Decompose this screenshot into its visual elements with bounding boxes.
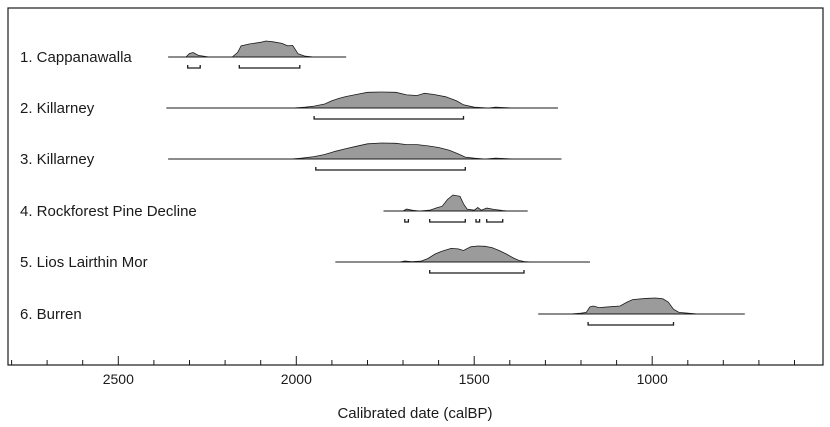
series-label: 3. Killarney <box>20 151 95 168</box>
x-tick-label: 1000 <box>637 371 668 387</box>
probability-distribution <box>168 142 562 160</box>
x-axis-title: Calibrated date (calBP) <box>337 405 492 422</box>
hpd-range-bracket <box>404 219 410 223</box>
probability-distribution <box>166 91 558 109</box>
x-tick-label: 1500 <box>459 371 490 387</box>
hpd-range-bracket <box>315 167 466 171</box>
hpd-range-bracket <box>486 219 504 223</box>
x-tick-label: 2000 <box>281 371 312 387</box>
series-row: 4. Rockforest Pine Decline <box>20 194 528 223</box>
probability-distribution <box>168 40 347 58</box>
x-axis: 2500 2000 1500 1000 <box>11 356 795 387</box>
probability-distribution <box>538 297 745 315</box>
series-layer: 1. Cappanawalla 2. Killarney 3. Killarney 4… <box>20 40 745 326</box>
hpd-range-bracket <box>475 219 481 223</box>
series-row: 1. Cappanawalla <box>20 40 347 69</box>
series-label: 5. Lios Lairthin Mor <box>20 254 148 271</box>
probability-distribution <box>335 245 590 263</box>
hpd-range-bracket <box>587 322 675 326</box>
plot-frame <box>7 7 824 366</box>
hpd-range-bracket <box>429 270 525 274</box>
series-label: 6. Burren <box>20 306 82 323</box>
x-tick-label: 2500 <box>103 371 134 387</box>
hpd-range-bracket <box>429 219 466 223</box>
hpd-range-bracket <box>238 65 301 69</box>
series-row: 2. Killarney <box>20 91 558 120</box>
series-row: 5. Lios Lairthin Mor <box>20 245 590 274</box>
series-label: 2. Killarney <box>20 100 95 117</box>
probability-distribution <box>383 194 528 212</box>
series-label: 1. Cappanawalla <box>20 49 132 66</box>
series-row: 6. Burren <box>20 297 745 326</box>
hpd-range-bracket <box>313 116 465 120</box>
hpd-range-bracket <box>187 65 201 69</box>
series-row: 3. Killarney <box>20 142 562 171</box>
series-label: 4. Rockforest Pine Decline <box>20 203 197 220</box>
